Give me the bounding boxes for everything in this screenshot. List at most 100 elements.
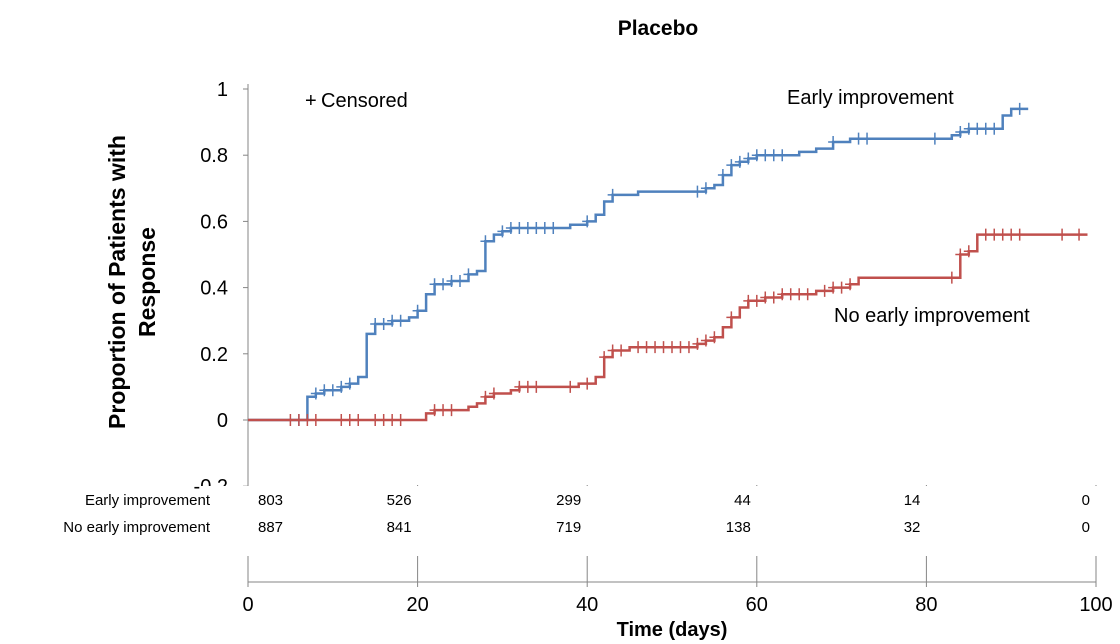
x-tick-label: 40 [576,594,598,616]
censored-mark [455,274,465,287]
censored-mark [310,387,321,400]
censored-mark [1006,228,1017,241]
x-axis-label: Time (days) [617,619,728,641]
censored-mark [429,278,440,291]
censored-mark [709,331,720,344]
censored-mark [794,288,805,301]
censored-mark [344,414,355,426]
at-risk-value: 0 [1082,492,1090,509]
censored-mark [514,222,525,235]
y-tick-label: 0.2 [200,344,228,366]
censored-mark [480,235,491,248]
censored-mark [777,288,788,301]
censored-mark [438,404,449,417]
censored-mark [480,390,491,403]
censored-mark [853,132,864,145]
censored-mark [980,228,991,241]
censored-mark [497,225,508,238]
at-risk-value: 138 [726,519,751,536]
censored-mark [929,132,940,145]
censored-mark [582,377,593,390]
censored-legend-label: Censored [321,90,408,112]
at-risk-value: 32 [904,519,921,536]
censored-mark [1074,228,1085,241]
censored-mark [955,248,966,261]
censored-mark [700,182,711,195]
censored-mark [344,377,355,390]
series-line-early-improvement [248,107,1029,422]
censored-mark [726,311,737,324]
censored-mark [438,278,449,291]
censored-mark [972,122,983,135]
censored-mark [743,294,754,307]
censored-mark [531,222,542,235]
at-risk-value: 44 [734,492,751,509]
censored-mark [785,288,796,301]
censored-mark [963,122,974,135]
censored-mark [743,152,754,165]
y-axis-label: Proportion of Patients with Response [104,135,160,429]
x-tick-label: 100 [1079,594,1112,616]
censored-mark [997,228,1008,241]
at-risk-value: 887 [258,519,283,536]
at-risk-row-label: No early improvement [63,519,211,536]
at-risk-row-label: Early improvement [85,492,211,509]
censored-mark [531,380,542,393]
at-risk-value: 719 [556,519,581,536]
censored-mark [548,222,559,235]
censored-mark [336,414,347,426]
censored-mark [293,414,304,426]
chart-title: Placebo [618,17,699,40]
y-axis-label-line-2: Response [134,227,160,337]
censored-legend: + Censored [305,90,408,112]
censored-mark [980,122,991,135]
censored-mark [285,414,296,426]
censored-mark [446,404,457,417]
y-tick-label: 1 [217,79,228,101]
censored-mark [387,414,398,426]
censored-mark [616,344,627,357]
censored-mark [828,281,839,294]
censored-mark [802,288,813,301]
x-tick-label: 20 [406,594,428,616]
censored-mark [760,291,771,304]
censored-mark [378,414,389,426]
censored-mark [370,318,381,331]
censored-mark [955,126,966,139]
censored-mark [751,149,762,162]
censored-mark [717,169,728,182]
censored-mark [412,304,423,317]
at-risk-table: Early improvement 803 526 299 44 14 0 No early … [63,486,1120,556]
y-tick-label: 0.4 [200,278,228,300]
y-tick-label: 0 [217,410,228,432]
censored-mark [319,384,330,397]
censored-mark [599,351,610,364]
censored-mark [607,344,618,357]
censored-mark [522,222,533,235]
censored-mark [641,341,652,354]
series-label-early-improvement: Early improvement [787,87,954,109]
censored-marker-icon: + [305,90,317,112]
at-risk-value: 841 [387,519,412,536]
censored-mark [700,334,711,347]
censored-mark [387,314,398,327]
censored-mark [395,414,406,426]
censored-mark [768,149,779,162]
censored-mark [963,245,974,258]
at-risk-value: 14 [904,492,921,509]
censored-mark [946,271,957,284]
censored-mark [429,404,440,417]
censored-mark [505,222,516,235]
x-tick-label: 60 [746,594,768,616]
at-risk-value: 0 [1082,519,1090,536]
censored-mark [726,159,737,172]
y-axis-label-line-1: Proportion of Patients with [104,135,130,429]
y-tick-label: 0.6 [200,211,228,233]
censored-mark [395,314,406,327]
censored-mark [862,132,873,145]
censored-mark [336,380,347,393]
censored-mark [310,414,321,426]
censored-mark [819,284,830,297]
censored-mark [327,384,338,397]
